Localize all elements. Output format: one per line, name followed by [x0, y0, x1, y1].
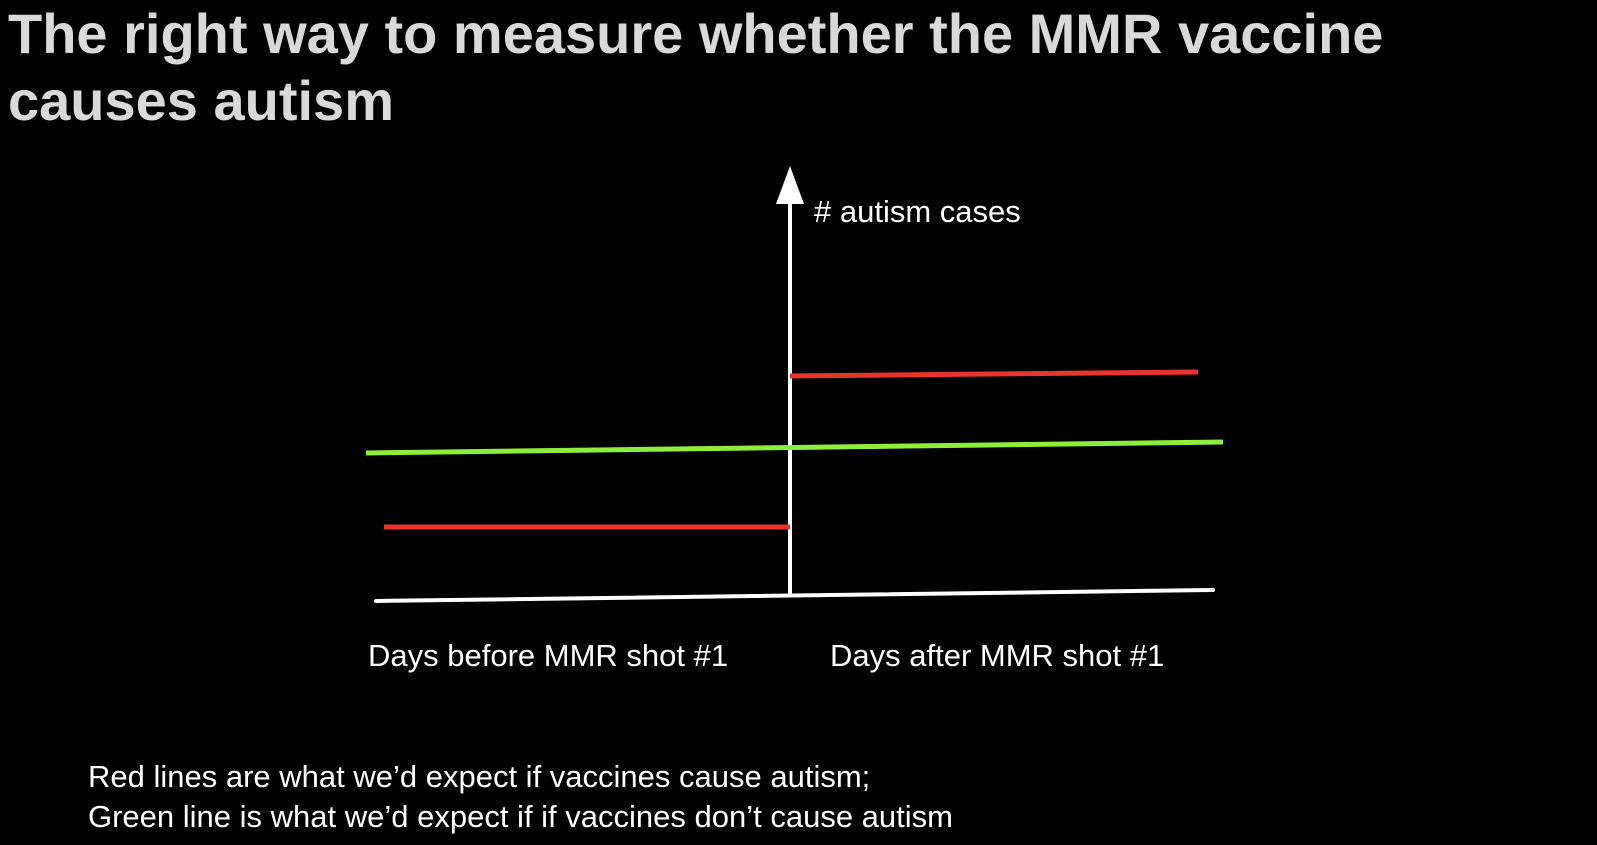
caption-line-red: Red lines are what we’d expect if vaccin… [88, 759, 871, 794]
arrow-up-icon [776, 166, 804, 204]
red-line-after [789, 369, 1199, 379]
x-axis [374, 588, 1215, 603]
caption-line-green: Green line is what we’d expect if if vac… [88, 799, 953, 834]
caption: Red lines are what we’d expect if vaccin… [88, 757, 953, 837]
green-line [365, 439, 1224, 456]
x-axis-label-before: Days before MMR shot #1 [368, 638, 729, 673]
slide-title: The right way to measure whether the MMR… [8, 2, 1384, 132]
x-axis-label-after: Days after MMR shot #1 [830, 638, 1165, 673]
y-axis-label: # autism cases [814, 194, 1021, 229]
